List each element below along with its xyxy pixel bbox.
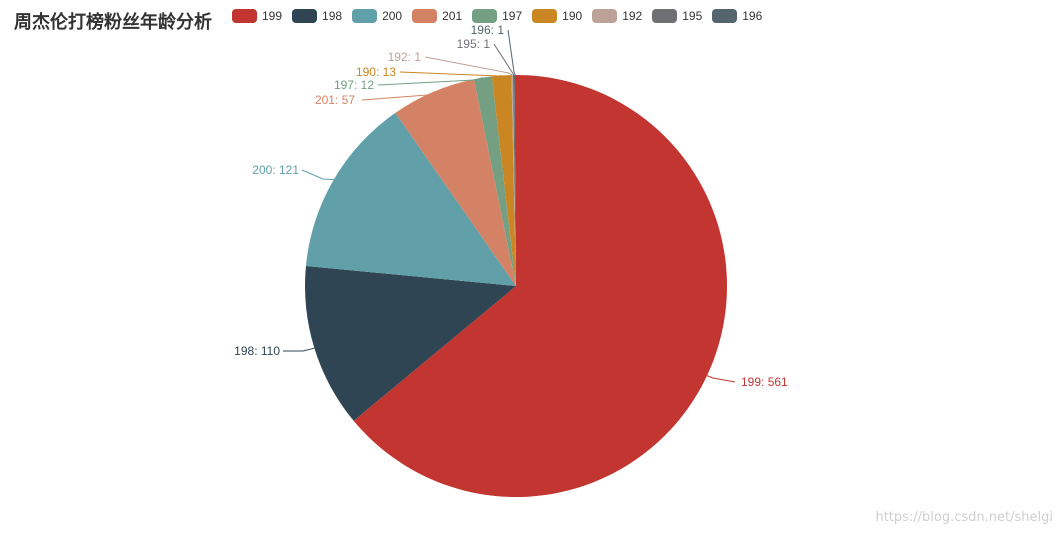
legend-swatch-195 [652, 9, 678, 23]
data-label-200: 200: 121 [252, 163, 299, 177]
legend-item-192[interactable]: 192 [592, 9, 642, 23]
label-line-200 [301, 169, 334, 181]
label-line-190 [399, 71, 502, 77]
pie-slice-192[interactable] [511, 75, 516, 286]
data-label-195: 195: 1 [457, 37, 491, 51]
data-label-201: 201: 57 [315, 93, 355, 107]
legend-swatch-192 [592, 9, 618, 23]
label-line-196 [507, 29, 516, 76]
legend-label-201: 201 [442, 9, 463, 23]
legend-item-199[interactable]: 199 [232, 9, 282, 23]
label-line-192 [424, 56, 513, 76]
pie-slice-196[interactable] [514, 75, 516, 286]
legend-label-198: 198 [322, 9, 343, 23]
pie-slice-201[interactable] [395, 79, 516, 286]
label-line-198 [283, 347, 315, 352]
legend-item-197[interactable]: 197 [472, 9, 522, 23]
legend-item-200[interactable]: 200 [352, 9, 402, 23]
legend-item-195[interactable]: 195 [652, 9, 702, 23]
data-label-199: 199: 561 [741, 375, 788, 389]
legend-label-196: 196 [742, 9, 763, 23]
legend-item-196[interactable]: 196 [712, 9, 762, 23]
label-line-195 [493, 43, 515, 76]
pie-slice-198[interactable] [304, 266, 516, 421]
data-label-190: 190: 13 [356, 65, 396, 79]
watermark: https://blog.csdn.net/shelgi [875, 510, 1053, 525]
legend-swatch-201 [412, 9, 438, 23]
legend-item-201[interactable]: 201 [412, 9, 462, 23]
data-label-192: 192: 1 [388, 50, 422, 64]
data-label-198: 198: 110 [234, 344, 280, 358]
label-line-201 [361, 91, 442, 101]
legend-label-192: 192 [622, 9, 643, 23]
pie-slice-195[interactable] [512, 75, 516, 286]
data-label-196: 196: 1 [471, 23, 505, 37]
chart-title: 周杰伦打榜粉丝年龄分析 [14, 12, 212, 33]
legend-swatch-190 [532, 9, 558, 23]
chart-legend: 199 198 200 201 197 190 192 195 196 [232, 9, 772, 23]
label-line-199 [706, 375, 736, 383]
legend-label-195: 195 [682, 9, 703, 23]
pie-slice-199[interactable] [353, 75, 727, 497]
pie-slice-197[interactable] [473, 76, 516, 286]
label-line-197 [377, 77, 484, 86]
legend-swatch-199 [232, 9, 257, 23]
pie-slices [304, 75, 727, 497]
legend-label-200: 200 [382, 9, 403, 23]
legend-swatch-200 [352, 9, 378, 23]
pie-slice-200[interactable] [305, 112, 516, 286]
legend-label-199: 199 [262, 9, 283, 23]
legend-item-198[interactable]: 198 [292, 9, 342, 23]
legend-swatch-198 [292, 9, 318, 23]
legend-swatch-197 [472, 9, 498, 23]
data-label-197: 197: 12 [334, 78, 374, 92]
pie-slice-190[interactable] [491, 75, 516, 286]
legend-label-190: 190 [562, 9, 583, 23]
legend-swatch-196 [712, 9, 738, 23]
legend-label-197: 197 [502, 9, 523, 23]
legend-item-190[interactable]: 190 [532, 9, 582, 23]
